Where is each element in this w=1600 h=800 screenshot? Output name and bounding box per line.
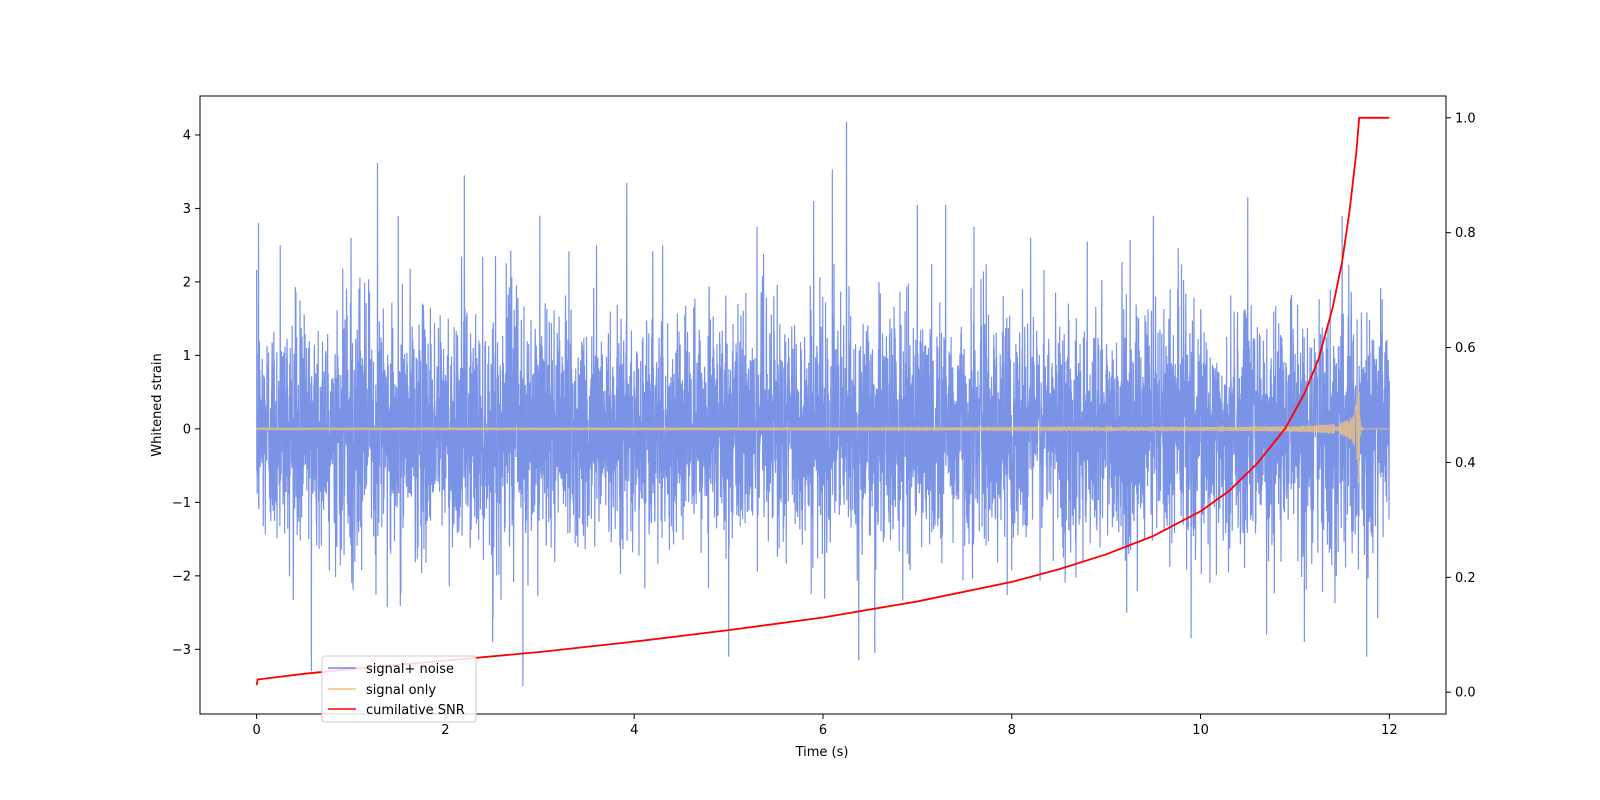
- x-tick-label: 6: [819, 723, 827, 738]
- y2-tick-label: 0.4: [1455, 456, 1476, 471]
- y-axis-right: 0.0 0.2 0.4 0.6 0.8 1.0: [1446, 111, 1476, 701]
- series-signal-noise-line: [256, 121, 1390, 687]
- x-axis-label: Time (s): [795, 745, 849, 760]
- legend-label-cumulative-snr: cumilative SNR: [366, 703, 465, 718]
- x-tick-label: 2: [441, 723, 449, 738]
- y2-tick-label: 0.2: [1455, 571, 1476, 586]
- x-tick-label: 0: [252, 723, 260, 738]
- y2-tick-label: 0.6: [1455, 341, 1476, 356]
- y-tick-label: 0: [183, 422, 191, 437]
- y2-tick-label: 0.0: [1455, 686, 1476, 701]
- y-tick-label: 2: [183, 275, 191, 290]
- legend-label-signal-noise: signal+ noise: [366, 662, 454, 677]
- y-tick-label: −3: [172, 643, 191, 658]
- y2-tick-label: 1.0: [1455, 111, 1476, 126]
- legend: signal+ noise signal only cumilative SNR: [321, 655, 477, 723]
- y-tick-label: 3: [183, 202, 191, 217]
- y-tick-label: −1: [172, 496, 191, 511]
- x-tick-label: 10: [1192, 723, 1209, 738]
- legend-box: [321, 655, 477, 723]
- legend-label-signal-only: signal only: [366, 683, 436, 698]
- y-tick-label: −2: [172, 569, 191, 584]
- x-tick-label: 4: [630, 723, 638, 738]
- x-tick-label: 8: [1008, 723, 1016, 738]
- y2-tick-label: 0.8: [1455, 226, 1476, 241]
- y-axis-label: Whitened strain: [150, 353, 165, 456]
- series-signal-only-line: [256, 388, 1390, 484]
- plot-area: [255, 116, 1390, 687]
- y-axis-left: −3 −2 −1 0 1 2 3 4: [172, 128, 200, 658]
- y-tick-label: 1: [183, 349, 191, 364]
- y-tick-label: 4: [183, 128, 191, 143]
- x-tick-label: 12: [1381, 723, 1398, 738]
